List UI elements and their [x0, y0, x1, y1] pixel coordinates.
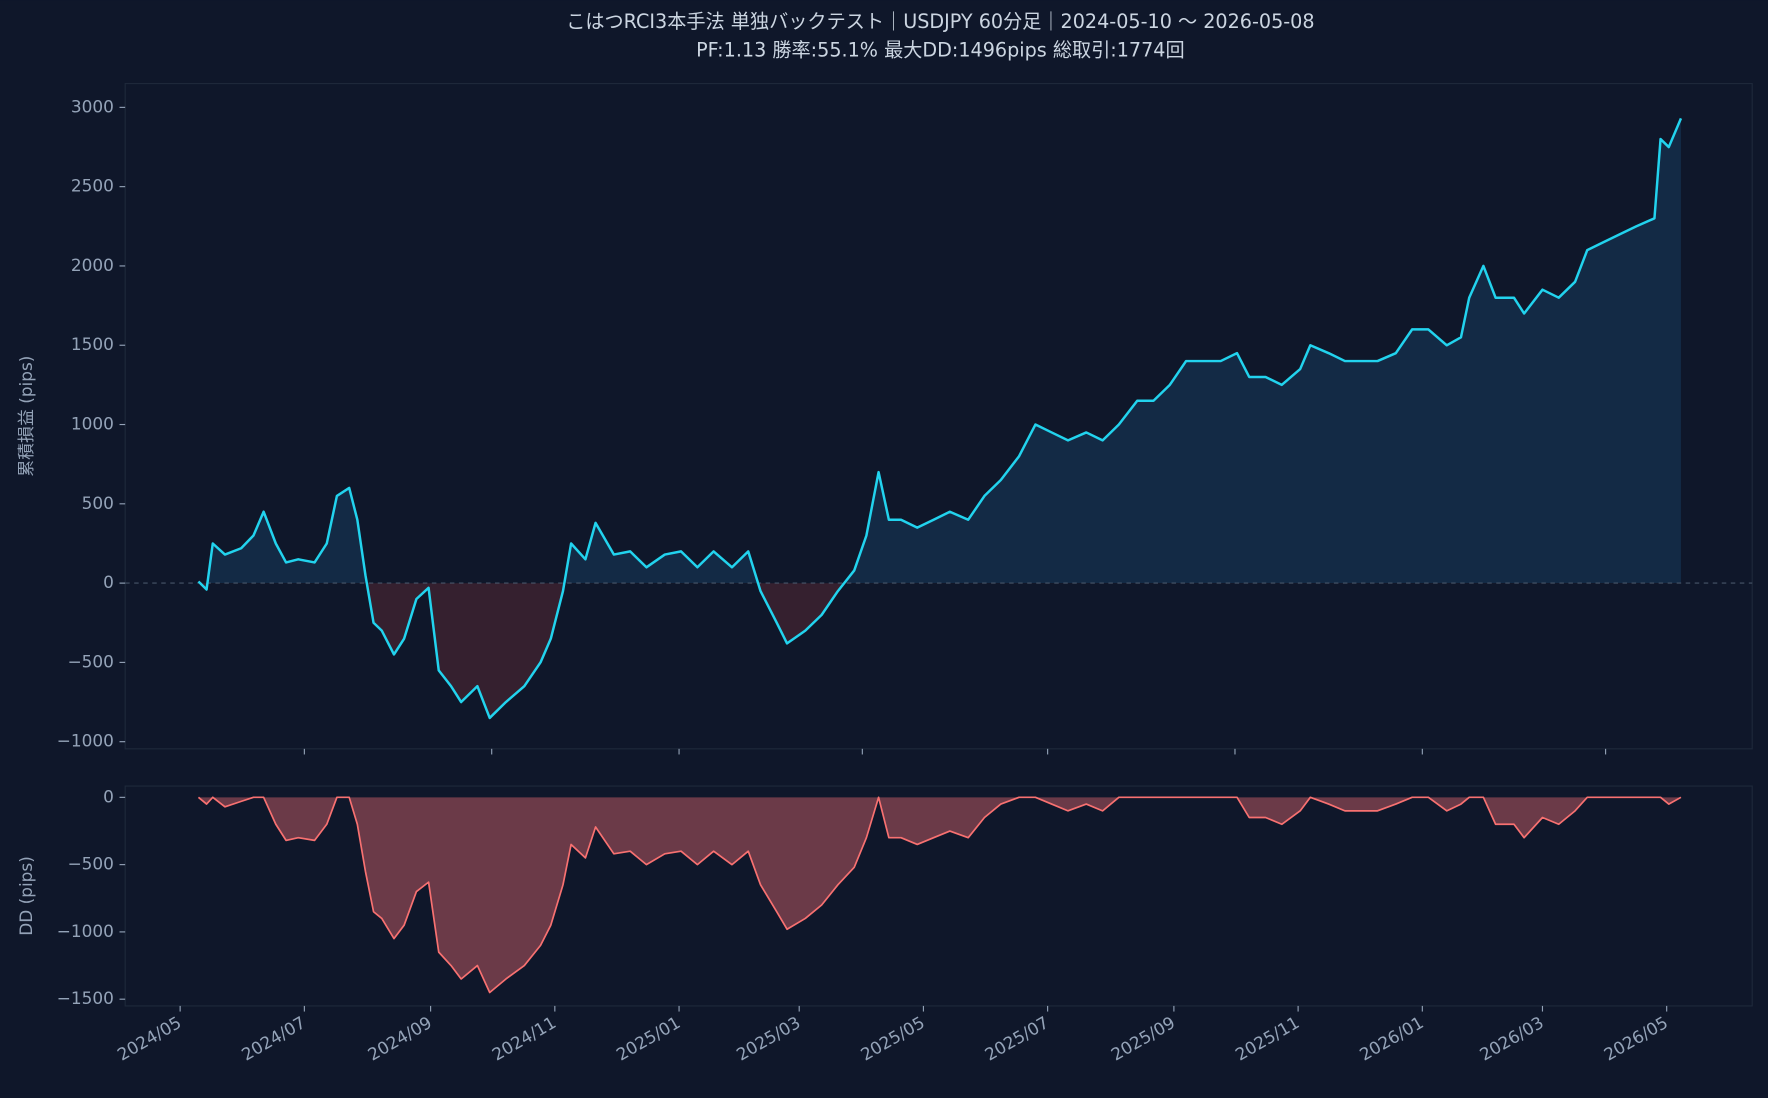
chart-title: こはつRCI3本手法 単独バックテスト｜USDJPY 60分足｜2024-05-…	[566, 10, 1314, 33]
y-tick-label: 500	[82, 493, 114, 513]
y-tick-label: −1500	[57, 988, 114, 1008]
y-tick-label: 2500	[71, 176, 114, 196]
y-tick-label: −1000	[57, 731, 114, 751]
y-axis-label: DD (pips)	[16, 856, 36, 936]
y-tick-label: −1000	[57, 921, 114, 941]
line	[197, 117, 1683, 720]
y-tick-label: 1000	[71, 414, 114, 434]
area-fill	[198, 797, 1681, 993]
y-tick-label: 2000	[71, 255, 114, 275]
y-axis-label: 累積損益 (pips)	[16, 356, 36, 477]
y-tick-label: 3000	[71, 96, 114, 116]
y-tick-label: −500	[67, 854, 113, 874]
y-tick-label: 0	[103, 786, 114, 806]
area-positive	[198, 118, 1681, 584]
y-tick-label: 1500	[71, 334, 114, 354]
y-tick-label: 0	[103, 572, 114, 592]
y-tick-label: −500	[67, 651, 113, 671]
chart-subtitle: PF:1.13 勝率:55.1% 最大DD:1496pips 総取引:1774回	[696, 38, 1185, 61]
line	[197, 796, 1682, 994]
area-negative	[200, 583, 845, 718]
